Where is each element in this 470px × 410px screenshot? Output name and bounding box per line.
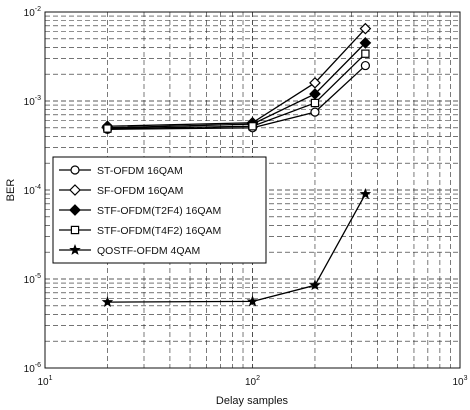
circle-marker [310, 107, 320, 117]
x-tick-label: 101 [37, 375, 52, 388]
y-tick-label: 10-3 [24, 95, 41, 108]
square-marker [70, 225, 80, 235]
grid [45, 12, 460, 368]
star-marker [359, 188, 372, 199]
legend-marker [70, 225, 80, 235]
diamond-marker [359, 22, 372, 35]
x-tick-label: 102 [245, 375, 260, 388]
legend-entry: QOSTF-OFDM 4QAM [97, 245, 200, 257]
star-marker [101, 296, 114, 307]
star-marker [309, 279, 321, 291]
series-line-0 [107, 65, 366, 131]
legend-marker [70, 165, 80, 175]
data-point-series-1 [359, 22, 372, 35]
y-tick-label: 10-6 [24, 362, 41, 375]
series-line-1 [107, 28, 366, 127]
series-line-2 [107, 42, 366, 129]
diamond-marker [359, 37, 372, 49]
data-point-series-2 [359, 37, 372, 49]
legend-marker [69, 204, 81, 216]
legend-entry: ST-OFDM 16QAM [97, 165, 183, 177]
data-point-series-3 [248, 122, 257, 131]
legend: ST-OFDM 16QAM SF-OFDM 16QAM STF-OFDM(T2F4)… [52, 156, 267, 264]
data-point-series-4 [246, 295, 259, 307]
data-point-series-0 [360, 60, 370, 71]
y-tick-labels: 10-6 10-5 10-4 10-3 10-2 [24, 6, 41, 375]
series-lines [107, 28, 366, 303]
data-point-series-4 [309, 279, 321, 291]
series-line-4 [107, 193, 366, 303]
data-point-series-3 [361, 49, 370, 58]
x-axis-label: Delay samples [216, 395, 289, 407]
data-point-series-4 [359, 188, 372, 199]
data-point-series-1 [309, 76, 321, 89]
legend-entry: SF-OFDM 16QAM [97, 185, 183, 197]
square-marker [248, 122, 257, 131]
legend-marker [69, 243, 81, 255]
data-point-series-3 [310, 98, 320, 108]
y-axis-label: BER [5, 179, 17, 202]
legend-marker [69, 184, 81, 196]
diamond-marker [69, 184, 81, 196]
x-tick-labels: 101 102 103 [37, 375, 467, 388]
y-tick-label: 10-2 [24, 6, 41, 19]
legend-entry: STF-OFDM(T2F4) 16QAM [97, 205, 221, 217]
diamond-marker [309, 76, 321, 89]
square-marker [103, 124, 112, 133]
diamond-marker [69, 204, 81, 216]
y-tick-label: 10-5 [24, 273, 41, 286]
series-line-3 [107, 53, 366, 130]
legend-entry: STF-OFDM(T4F2) 16QAM [97, 225, 221, 237]
data-point-series-3 [103, 124, 112, 133]
y-tick-label: 10-4 [24, 184, 41, 197]
x-tick-label: 103 [452, 375, 467, 388]
data-point-series-4 [101, 296, 114, 307]
series-markers [101, 22, 372, 307]
circle-marker [360, 60, 370, 71]
square-marker [361, 49, 370, 58]
data-point-series-0 [310, 107, 320, 117]
square-marker [310, 98, 320, 108]
star-marker [246, 295, 259, 307]
circle-marker [70, 165, 80, 175]
plot-frame [44, 11, 461, 369]
star-marker [69, 243, 81, 255]
